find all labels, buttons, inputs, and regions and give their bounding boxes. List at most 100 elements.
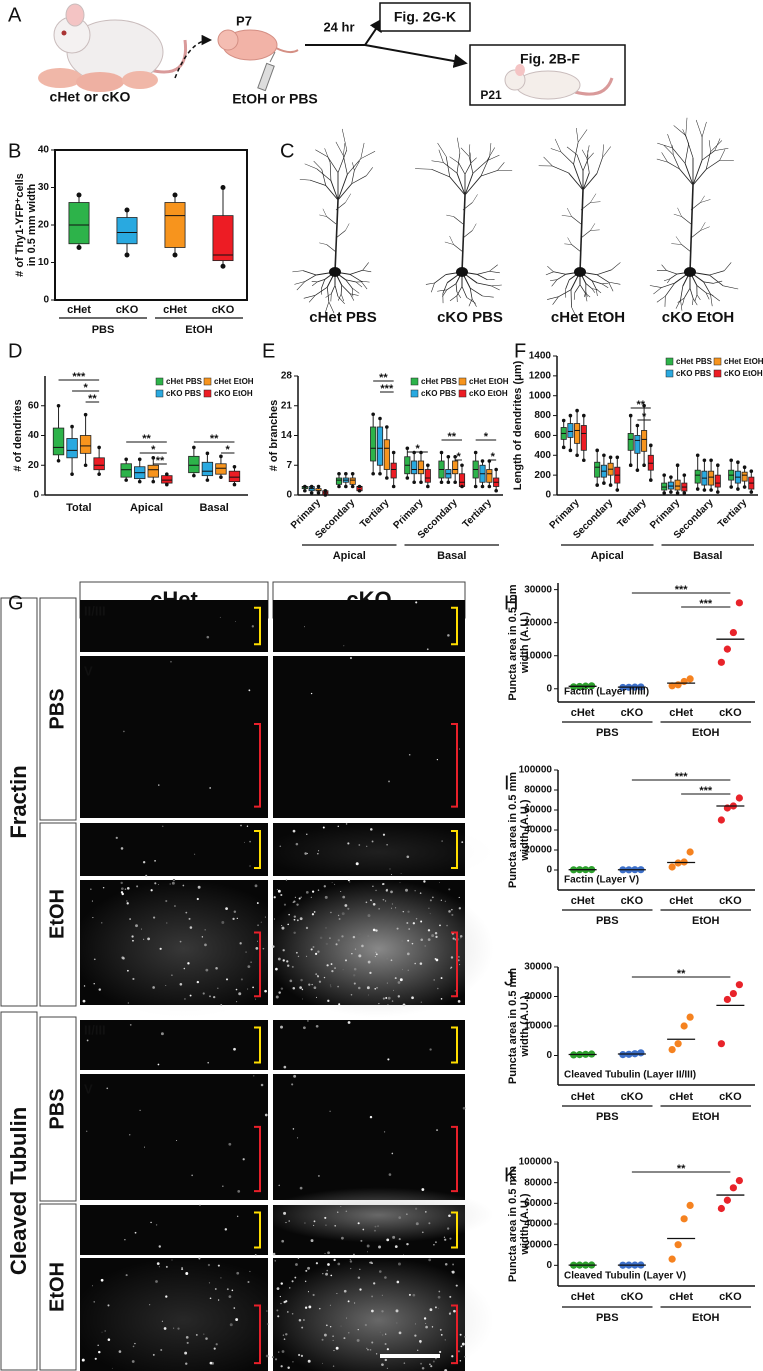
min-point — [662, 491, 666, 495]
box — [116, 217, 138, 245]
dendrite — [550, 279, 558, 281]
puncta — [277, 957, 281, 961]
x-tick-label: Tertiary — [616, 497, 650, 531]
y-tick-label: 20000 — [524, 1239, 552, 1250]
puncta — [325, 942, 329, 946]
significance-label: ** — [210, 433, 219, 445]
puncta — [292, 901, 294, 903]
puncta — [386, 1238, 390, 1242]
puncta — [275, 995, 279, 999]
dendrite — [341, 284, 351, 295]
puncta — [429, 1363, 431, 1366]
treatment-label: PBS — [46, 688, 68, 729]
puncta — [335, 1346, 339, 1350]
puncta — [406, 1242, 409, 1246]
y-tick-label: 20 — [28, 460, 40, 471]
puncta — [334, 883, 336, 885]
puncta — [386, 1348, 389, 1351]
dendrite — [296, 281, 306, 291]
box — [93, 457, 105, 471]
y-tick-label: 0 — [545, 490, 551, 501]
legend-label: cHet EtOH — [724, 357, 763, 366]
layer-bracket — [451, 1026, 458, 1064]
max-point — [350, 471, 355, 476]
min-point — [70, 472, 74, 476]
puncta — [310, 1239, 314, 1243]
data-point — [735, 981, 743, 989]
dendrite — [590, 201, 601, 203]
puncta — [166, 922, 168, 924]
puncta — [242, 1158, 245, 1161]
puncta — [427, 929, 431, 932]
puncta — [449, 1295, 452, 1298]
puncta — [277, 889, 281, 893]
max-point — [83, 412, 88, 417]
puncta — [226, 1288, 229, 1291]
puncta — [426, 648, 429, 651]
puncta — [229, 1323, 233, 1327]
puncta — [209, 995, 211, 998]
min-point — [561, 445, 566, 450]
puncta — [447, 1227, 450, 1230]
puncta — [459, 1333, 462, 1336]
puncta — [449, 1311, 451, 1313]
puncta — [235, 620, 236, 622]
stain-glow — [70, 1258, 297, 1371]
puncta — [274, 1260, 276, 1262]
puncta — [448, 1312, 452, 1315]
puncta — [433, 979, 435, 981]
puncta — [458, 896, 460, 899]
puncta — [205, 968, 209, 972]
significance-label: *** — [699, 598, 713, 610]
max-point — [344, 471, 348, 476]
x-tick-label: cHet — [571, 1091, 595, 1103]
puncta — [126, 902, 129, 905]
puncta — [90, 888, 92, 890]
legend-label: cHet PBS — [676, 357, 713, 366]
puncta — [317, 1174, 320, 1177]
dendrite — [675, 236, 682, 245]
dendrite — [571, 244, 582, 253]
puncta — [431, 934, 435, 938]
min-point — [124, 252, 130, 258]
min-point — [323, 493, 328, 497]
puncta — [239, 942, 242, 945]
dendrite — [461, 286, 468, 298]
puncta — [107, 1338, 111, 1341]
puncta — [92, 916, 94, 919]
puncta — [421, 1231, 424, 1234]
dendrite — [661, 264, 667, 271]
puncta — [384, 1276, 387, 1279]
puncta — [247, 988, 249, 990]
dendrite — [311, 281, 318, 287]
puncta — [349, 1260, 353, 1263]
puncta — [354, 1302, 356, 1304]
data-point — [668, 863, 676, 871]
puncta — [129, 918, 131, 920]
puncta — [293, 900, 296, 903]
puncta — [219, 616, 221, 618]
puncta — [125, 1274, 128, 1277]
min-point — [494, 488, 498, 493]
puncta — [265, 1354, 269, 1358]
panel-letter: D — [8, 340, 22, 362]
dendrite — [328, 301, 335, 314]
legend-label: cKO PBS — [676, 369, 712, 378]
dendrite — [366, 167, 373, 176]
dendrite — [695, 119, 703, 138]
dendrite — [665, 282, 676, 297]
puncta — [327, 999, 330, 1002]
dendrite — [723, 262, 732, 271]
max-point — [575, 408, 579, 413]
puncta — [296, 919, 299, 922]
y-tick-label: 30 — [38, 182, 50, 193]
puncta — [447, 634, 450, 637]
puncta — [283, 1211, 287, 1215]
min-point — [460, 484, 464, 489]
puncta — [395, 907, 397, 909]
dendrite — [309, 179, 326, 186]
puncta — [340, 890, 342, 893]
dendrite — [480, 170, 498, 177]
puncta — [423, 1317, 427, 1320]
dendrite — [656, 158, 668, 163]
